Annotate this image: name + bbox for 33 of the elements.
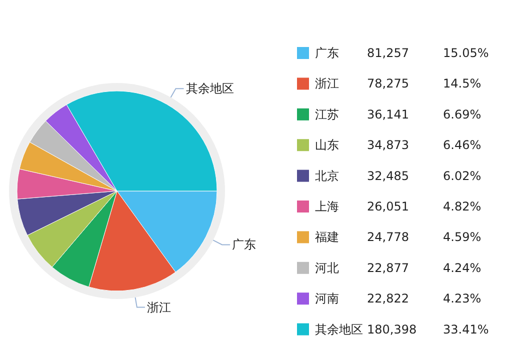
text: 6.69% (443, 107, 482, 122)
legend-label: 浙江 (315, 76, 339, 91)
legend-label: 江苏 (315, 107, 339, 122)
text: 15.05% (443, 46, 489, 60)
slice-label: 浙江 (146, 300, 171, 314)
data-label: 32,485 (367, 168, 409, 183)
legend-label: 福建 (315, 230, 339, 244)
data-label: 22,877 (367, 260, 409, 275)
data-label: 22,822 (367, 292, 409, 306)
slice-label: 其余地区 (186, 82, 234, 96)
legend-label: 北京 (315, 168, 339, 183)
data-label: 36,141 (367, 107, 409, 122)
data-label: 180,398 (367, 322, 417, 336)
text: 33.41% (443, 322, 489, 336)
data-label: 81,257 (367, 46, 409, 60)
data-label: 24,778 (367, 230, 409, 244)
text: 6.46% (443, 138, 482, 152)
text: 6.02% (443, 168, 482, 183)
legend-label: 河南 (315, 292, 339, 306)
text: 4.24% (443, 260, 482, 275)
data-label: 34,873 (367, 138, 409, 152)
data-label: 78,275 (367, 76, 409, 91)
text: 14.5% (443, 76, 482, 91)
data-label: 26,051 (367, 200, 409, 214)
text: 4.82% (443, 200, 482, 214)
legend-label: 山东 (315, 138, 339, 152)
legend-label: 河北 (315, 260, 339, 275)
slice-label: 广东 (232, 238, 256, 252)
legend-label: 其余地区 (315, 322, 363, 336)
legend-label: 上海 (315, 200, 339, 214)
text: 4.23% (443, 292, 482, 306)
text: 4.59% (443, 230, 482, 244)
legend-label: 广东 (315, 46, 339, 60)
